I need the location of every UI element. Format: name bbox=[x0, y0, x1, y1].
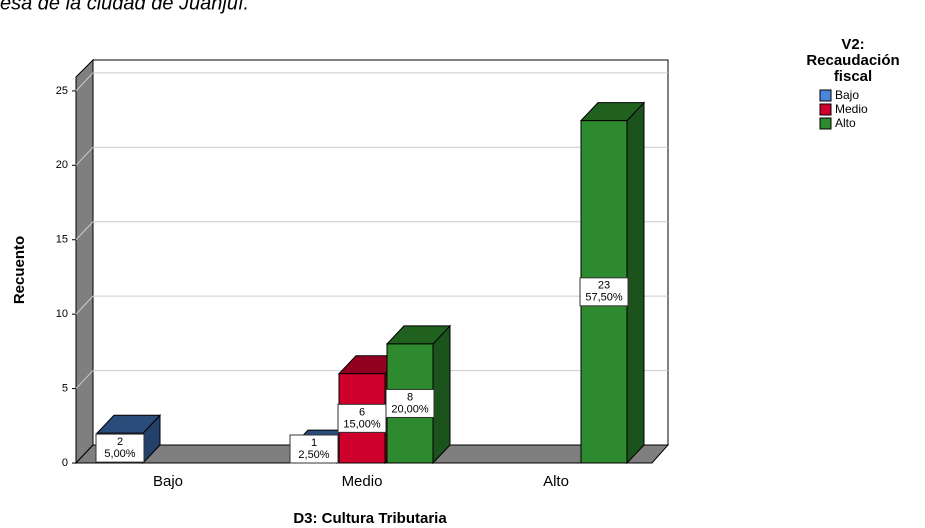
x-axis-label: D3: Cultura Tributaria bbox=[293, 510, 447, 527]
grid-line bbox=[75, 295, 94, 315]
data-label-box bbox=[579, 277, 629, 307]
side-wall bbox=[75, 58, 94, 465]
legend-title: V2: bbox=[841, 36, 864, 53]
x-tick-label: Bajo bbox=[153, 473, 183, 490]
legend-title: fiscal bbox=[834, 68, 872, 85]
x-tick-label: Medio bbox=[342, 473, 383, 490]
y-tick-label: 25 bbox=[56, 85, 68, 97]
legend-swatch bbox=[819, 89, 832, 102]
data-label-box bbox=[289, 434, 339, 464]
data-label-box bbox=[385, 388, 435, 418]
data-label: 6 bbox=[359, 406, 365, 418]
grid-line bbox=[75, 221, 94, 241]
data-label: 8 bbox=[407, 391, 413, 403]
data-label: 57,50% bbox=[585, 292, 623, 304]
bar-side bbox=[626, 101, 645, 465]
grid-line bbox=[75, 146, 94, 166]
y-axis-label: Recuento bbox=[11, 236, 28, 304]
legend-label: Medio bbox=[835, 102, 868, 116]
y-tick-label: 15 bbox=[56, 234, 68, 246]
data-label: 20,00% bbox=[391, 403, 429, 415]
data-label: 23 bbox=[598, 280, 610, 292]
data-label-box bbox=[337, 403, 387, 433]
data-label: 1 bbox=[311, 437, 317, 449]
y-tick-label: 20 bbox=[56, 159, 68, 171]
bar bbox=[385, 324, 452, 465]
grid-line bbox=[75, 72, 94, 92]
data-label: 15,00% bbox=[343, 418, 381, 430]
data-label: 2 bbox=[117, 436, 123, 448]
data-label: 5,00% bbox=[104, 448, 135, 460]
x-tick-label: Alto bbox=[543, 473, 569, 490]
y-tick-label: 10 bbox=[56, 308, 68, 320]
legend-label: Alto bbox=[835, 116, 856, 130]
y-tick-label: 0 bbox=[62, 457, 68, 469]
legend-swatch bbox=[819, 117, 832, 130]
legend-label: Bajo bbox=[835, 88, 859, 102]
legend-title: Recaudación bbox=[806, 52, 899, 69]
data-label: 2,50% bbox=[298, 449, 329, 461]
grid-line bbox=[75, 370, 94, 389]
y-tick-label: 5 bbox=[62, 382, 68, 394]
bar-side bbox=[432, 324, 451, 465]
legend-swatch bbox=[819, 103, 832, 116]
data-label-box bbox=[95, 433, 145, 463]
chart-title: esa de la ciudad de Juanjuí. bbox=[0, 0, 249, 14]
